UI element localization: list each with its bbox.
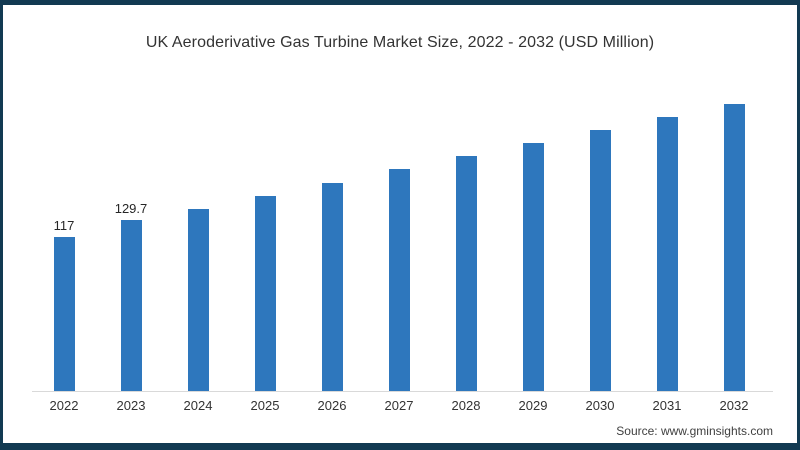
bar-2024 <box>187 209 209 391</box>
x-tick-label-2027: 2027 <box>384 398 414 413</box>
x-tick-label-2024: 2024 <box>183 398 213 413</box>
x-tick-label-2032: 2032 <box>719 398 749 413</box>
bar-2031 <box>656 117 678 391</box>
bar-2030 <box>589 130 611 391</box>
x-tick-label-2026: 2026 <box>317 398 347 413</box>
x-tick-label-2025: 2025 <box>250 398 280 413</box>
bar-2032 <box>723 104 745 391</box>
bar-value-label-2023: 129.7 <box>114 201 148 216</box>
bar-2029 <box>522 143 544 391</box>
bar-2028 <box>455 156 477 391</box>
chart-title: UK Aeroderivative Gas Turbine Market Siz… <box>145 34 655 51</box>
x-tick-label-2029: 2029 <box>518 398 548 413</box>
x-axis-line <box>32 391 773 392</box>
x-tick-label-2022: 2022 <box>49 398 79 413</box>
x-tick-label-2023: 2023 <box>116 398 146 413</box>
bar-2023 <box>120 220 142 391</box>
x-tick-label-2030: 2030 <box>585 398 615 413</box>
plot-area: 117 2022 129.7 2023 2024 2025 2026 2027 2028 2029… <box>32 95 773 413</box>
bar-2025 <box>254 196 276 391</box>
x-tick-label-2028: 2028 <box>451 398 481 413</box>
bar-2027 <box>388 169 410 391</box>
bar-2026 <box>321 183 343 391</box>
source-attribution: Source: www.gminsights.com <box>616 424 773 438</box>
bar-value-label-2022: 117 <box>53 218 75 233</box>
bar-2022 <box>53 237 75 391</box>
x-tick-label-2031: 2031 <box>652 398 682 413</box>
